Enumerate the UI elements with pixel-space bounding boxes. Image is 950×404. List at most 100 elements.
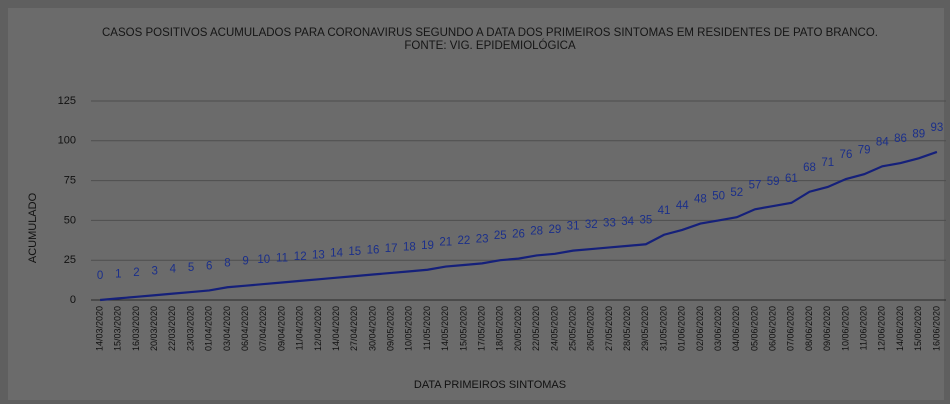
data-label: 76 — [840, 149, 853, 161]
x-tick-label: 03/04/2020 — [222, 306, 232, 351]
data-label: 15 — [348, 246, 361, 258]
data-label: 41 — [658, 205, 671, 217]
x-tick-label: 12/06/2020 — [877, 306, 887, 351]
data-label: 61 — [785, 173, 798, 185]
x-tick-label: 15/03/2020 — [113, 306, 123, 351]
data-label: 5 — [188, 262, 194, 274]
data-label: 33 — [603, 217, 616, 229]
data-label: 14 — [330, 248, 343, 260]
x-tick-label: 11/05/2020 — [422, 306, 432, 350]
data-label: 89 — [912, 128, 925, 140]
data-label: 13 — [312, 249, 325, 261]
data-label: 3 — [151, 265, 157, 277]
x-tick-label: 28/05/2020 — [622, 306, 632, 351]
data-label: 16 — [367, 245, 380, 257]
data-label: 9 — [242, 256, 248, 268]
x-tick-label: 09/05/2020 — [386, 306, 396, 351]
x-tick-label: 30/04/2020 — [367, 306, 377, 351]
x-tick-label: 12/04/2020 — [313, 306, 323, 351]
x-tick-label: 14/04/2020 — [331, 306, 341, 351]
line-series — [100, 150, 938, 302]
data-label: 48 — [694, 194, 707, 206]
x-tick-label: 01/06/2020 — [677, 306, 687, 351]
data-label: 86 — [894, 133, 907, 145]
x-tick-label: 27/04/2020 — [349, 306, 359, 351]
data-label: 0 — [97, 270, 103, 282]
data-label: 71 — [821, 157, 834, 169]
data-label: 52 — [730, 187, 743, 199]
y-tick-label: 75 — [64, 175, 76, 187]
x-tick-label: 07/06/2020 — [786, 306, 796, 351]
x-tick-label: 14/06/2020 — [895, 306, 905, 351]
data-label: 8 — [224, 257, 230, 269]
data-label: 2 — [133, 267, 139, 279]
x-tick-label: 02/06/2020 — [695, 306, 705, 351]
x-tick-label: 15/06/2020 — [913, 306, 923, 351]
data-label: 11 — [276, 253, 288, 265]
x-axis-label: DATA PRIMEIROS SINTOMAS — [414, 379, 566, 391]
x-tick-label: 31/05/2020 — [658, 306, 668, 351]
data-label: 1 — [115, 268, 121, 280]
x-tick-label: 16/06/2020 — [931, 306, 941, 351]
data-label: 28 — [530, 225, 543, 237]
x-tick-label: 01/04/2020 — [204, 306, 214, 351]
x-tick-label: 14/05/2020 — [440, 306, 450, 351]
data-label: 19 — [421, 240, 434, 252]
data-label: 18 — [403, 241, 416, 253]
y-tick-label: 100 — [58, 135, 76, 147]
data-label: 50 — [712, 190, 725, 202]
data-label: 22 — [458, 235, 471, 247]
chart-title: CASOS POSITIVOS ACUMULADOS PARA CORONAVI… — [102, 27, 878, 39]
data-label: 84 — [876, 136, 889, 148]
x-tick-label: 26/05/2020 — [586, 306, 596, 351]
data-label: 93 — [931, 122, 944, 134]
x-tick-label: 03/06/2020 — [713, 306, 723, 351]
x-tick-label: 17/05/2020 — [476, 306, 486, 351]
x-tick-label: 08/06/2020 — [804, 306, 814, 351]
data-label: 29 — [548, 224, 561, 236]
data-label: 34 — [621, 216, 634, 228]
data-label: 79 — [858, 144, 871, 156]
x-tick-label: 22/03/2020 — [167, 306, 177, 351]
x-tick-label: 24/05/2020 — [549, 306, 559, 351]
x-tick-label: 15/05/2020 — [458, 306, 468, 351]
x-tick-label: 10/06/2020 — [840, 306, 850, 351]
x-tick-label: 20/05/2020 — [513, 306, 523, 351]
y-tick-label: 125 — [58, 95, 76, 107]
data-label: 31 — [567, 221, 580, 233]
x-tick-label: 04/06/2020 — [731, 306, 741, 351]
data-label: 68 — [803, 162, 816, 174]
x-tick-label: 16/03/2020 — [131, 306, 141, 351]
data-label: 57 — [749, 179, 762, 191]
x-tick-label: 27/05/2020 — [604, 306, 614, 351]
y-tick-label: 0 — [70, 294, 76, 306]
x-tick-label: 07/04/2020 — [258, 306, 268, 351]
x-tick-label: 09/06/2020 — [822, 306, 832, 351]
x-tick-label: 11/04/2020 — [295, 306, 305, 350]
data-label: 23 — [476, 233, 489, 245]
data-label: 59 — [767, 176, 780, 188]
x-tick-label: 06/06/2020 — [768, 306, 778, 351]
x-tick-label: 09/04/2020 — [276, 306, 286, 351]
y-tick-label: 25 — [64, 254, 76, 266]
data-label: 21 — [439, 237, 452, 249]
x-tick-label: 10/05/2020 — [404, 306, 414, 351]
data-label: 17 — [385, 243, 398, 255]
data-label: 12 — [294, 251, 307, 263]
x-tick-label: 11/06/2020 — [859, 306, 869, 350]
x-tick-label: 23/03/2020 — [185, 306, 195, 351]
data-label: 6 — [206, 260, 212, 272]
x-tick-label: 22/05/2020 — [531, 306, 541, 351]
data-label: 35 — [639, 214, 652, 226]
x-tick-label: 25/05/2020 — [567, 306, 577, 351]
x-tick-label: 05/06/2020 — [749, 306, 759, 351]
y-tick-label: 50 — [64, 214, 76, 226]
chart-subtitle: FONTE: VIG. EPIDEMIOLÓGICA — [404, 39, 576, 52]
x-tick-label: 29/05/2020 — [640, 306, 650, 351]
data-label: 44 — [676, 200, 689, 212]
data-label: 32 — [585, 219, 598, 231]
x-tick-label: 20/03/2020 — [149, 306, 159, 351]
y-axis-label: ACUMULADO — [27, 192, 39, 263]
data-label: 26 — [512, 229, 525, 241]
